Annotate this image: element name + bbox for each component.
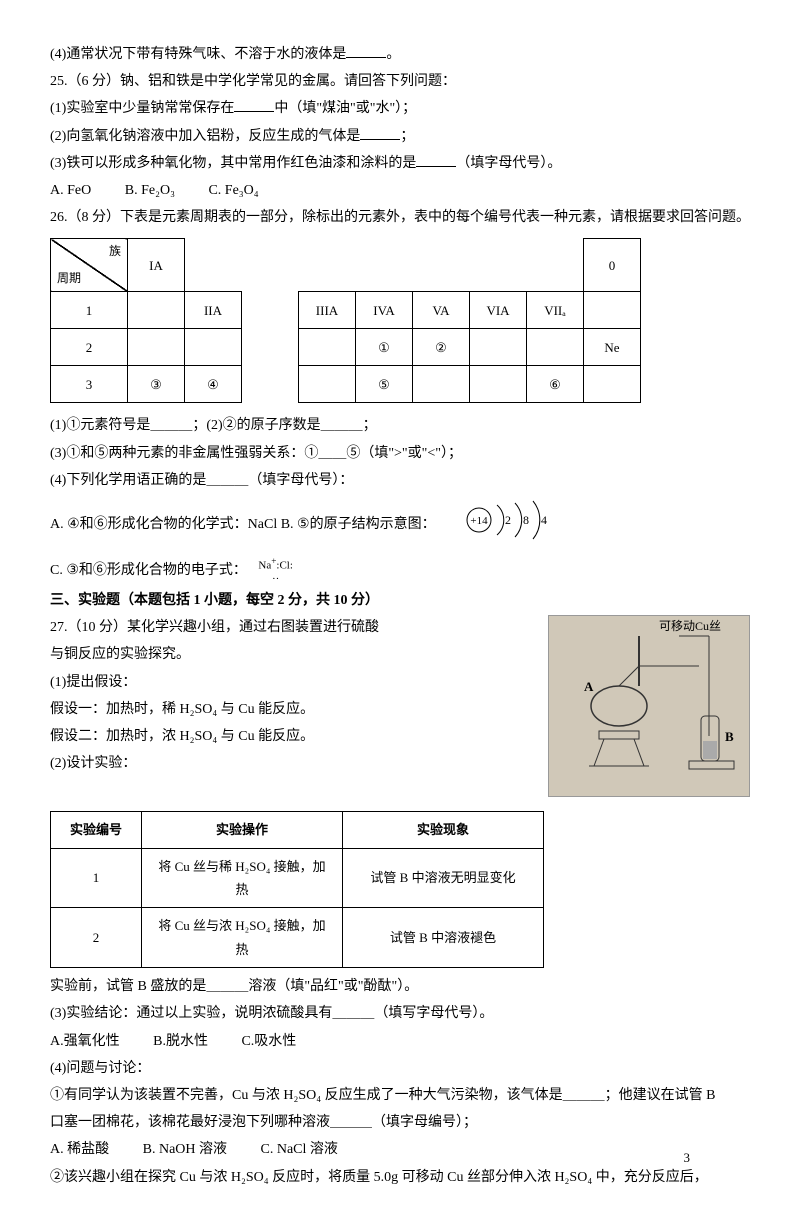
exp-r1ph: 试管 B 中溶液无明显变化: [343, 848, 544, 908]
pt-c1: ①: [356, 329, 413, 366]
q26-head: 26.（8 分）下表是元素周期表的一部分，除标出的元素外，表中的每个编号代表一种…: [50, 205, 750, 230]
pt-r1: 1: [51, 292, 128, 329]
apparatus-diagram: 可移动Cu丝 A B: [548, 615, 750, 797]
atom-s3: 4: [541, 513, 547, 527]
blank-25-2[interactable]: [360, 125, 400, 140]
q25-2b: ；: [400, 129, 414, 144]
pt-c5: ⑤: [356, 366, 413, 403]
section-3-title: 三、实验题（本题包括 1 小题，每空 2 分，共 10 分）: [50, 588, 750, 613]
pt-VA: VA: [413, 292, 470, 329]
exp-r1n: 1: [51, 848, 142, 908]
pt-Ne: Ne: [584, 329, 641, 366]
exp-h2: 实验操作: [142, 812, 343, 848]
q25-opt-a[interactable]: A. FeO: [50, 183, 91, 198]
q26-4c: C. ③和⑥形成化合物的电子式：: [50, 563, 247, 578]
app-A: A: [584, 679, 594, 694]
exp-h1: 实验编号: [51, 812, 142, 848]
pt-VIIA: VIIₐ: [527, 292, 584, 329]
q25-opt-b[interactable]: B. Fe₂O₃: [125, 183, 175, 198]
atom-s1: 2: [505, 513, 511, 527]
pt-IVA: IVA: [356, 292, 413, 329]
q27-4-opt-b[interactable]: B. NaOH 溶液: [143, 1142, 227, 1157]
q25-3a: (3)铁可以形成多种氧化物，其中常用作红色油漆和涂料的是: [50, 156, 416, 171]
q25-1a: (1)实验室中少量钠常常保存在: [50, 101, 234, 116]
pt-c3: ③: [128, 366, 185, 403]
pt-r2: 2: [51, 329, 128, 366]
pt-IIIA: IIIA: [299, 292, 356, 329]
experiment-table: 实验编号 实验操作 实验现象 1 将 Cu 丝与稀 H₂SO₄ 接触，加热 试管…: [50, 811, 544, 968]
pt-c2: ②: [413, 329, 470, 366]
pt-IA: IA: [128, 239, 185, 292]
pt-0: 0: [584, 239, 641, 292]
q25-2a: (2)向氢氧化钠溶液中加入铝粉，反应生成的气体是: [50, 129, 360, 144]
blank-25-3[interactable]: [416, 152, 456, 167]
periodic-table: 族 周期 IA 0 1 IIA IIIA IVA VA VIA VIIₐ 2 ①…: [50, 238, 641, 403]
atom-s2: 8: [523, 513, 529, 527]
q25-3b: （填字母代号）。: [456, 156, 561, 171]
pt-r3: 3: [51, 366, 128, 403]
q27-4-opt-a[interactable]: A. 稀盐酸: [50, 1142, 109, 1157]
q27-3: (3)实验结论：通过以上实验，说明浓硫酸具有＿＿＿（填写字母代号）。: [50, 1001, 750, 1026]
q26-1: (1)①元素符号是＿＿＿；(2)②的原子序数是＿＿＿；: [50, 413, 750, 438]
q26-4: (4)下列化学用语正确的是＿＿＿（填字母代号）：: [50, 468, 750, 493]
atom-core: +14: [471, 515, 489, 527]
q25-head: 25.（6 分）钠、铝和铁是中学化学常见的金属。请回答下列问题：: [50, 69, 750, 94]
q27-4: (4)问题与讨论：: [50, 1056, 750, 1081]
q27-3-opt-b[interactable]: B.脱水性: [153, 1034, 208, 1049]
exp-r2op: 将 Cu 丝与浓 H₂SO₄ 接触，加热: [142, 908, 343, 968]
q27-4-1a: ①有同学认为该装置不完善，Cu 与浓 H₂SO₄ 反应生成了一种大气污染物，该气…: [50, 1083, 750, 1108]
page-number: 3: [684, 1146, 691, 1169]
q27-3-opt-a[interactable]: A.强氧化性: [50, 1034, 120, 1049]
q27-3-opt-c[interactable]: C.吸水性: [241, 1034, 296, 1049]
pt-IIA: IIA: [185, 292, 242, 329]
atom-diagram: +14 2 8 4: [459, 495, 569, 554]
q26-3: (3)①和⑤两种元素的非金属性强弱关系：①＿＿⑤（填">"或"<"）；: [50, 441, 750, 466]
q24-4-text: (4)通常状况下带有特殊气味、不溶于水的液体是: [50, 47, 346, 62]
exp-r2ph: 试管 B 中溶液褪色: [343, 908, 544, 968]
q27-4-opt-c[interactable]: C. NaCl 溶液: [261, 1142, 338, 1157]
q25-1b: 中（填"煤油"或"水"）；: [274, 101, 416, 116]
pt-diag-bot: 周期: [57, 268, 81, 290]
pt-VIA: VIA: [470, 292, 527, 329]
exp-h3: 实验现象: [343, 812, 544, 848]
q26-4a: A. ④和⑥形成化合物的化学式：NaCl B. ⑤的原子结构示意图：: [50, 517, 436, 532]
q25-opt-c[interactable]: C. Fe₃O₄: [208, 183, 258, 198]
q27-pre: 实验前，试管 B 盛放的是＿＿＿溶液（填"品红"或"酚酞"）。: [50, 974, 750, 999]
pt-diag-top: 族: [109, 241, 121, 263]
exp-r1op: 将 Cu 丝与稀 H₂SO₄ 接触，加热: [142, 848, 343, 908]
pt-c6: ⑥: [527, 366, 584, 403]
exp-r2n: 2: [51, 908, 142, 968]
nacl-formula: Na+:Cl:··: [258, 556, 293, 586]
blank-25-1[interactable]: [234, 97, 274, 112]
blank-24-4[interactable]: [346, 43, 386, 58]
app-B: B: [725, 729, 734, 744]
pt-c4: ④: [185, 366, 242, 403]
app-label: 可移动Cu丝: [659, 619, 721, 633]
q27-4-2: ②该兴趣小组在探究 Cu 与浓 H₂SO₄ 反应时，将质量 5.0g 可移动 C…: [50, 1165, 750, 1190]
